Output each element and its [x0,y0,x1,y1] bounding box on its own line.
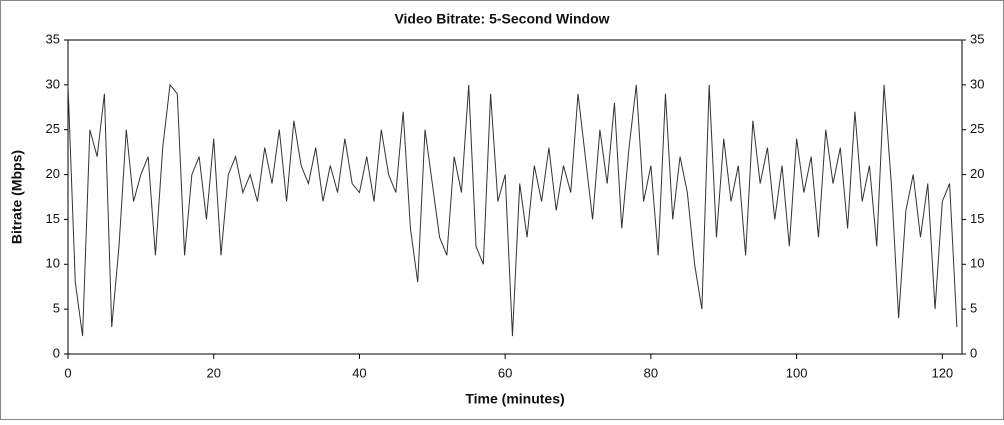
x-tick-label: 60 [498,365,512,380]
y-tick-label: 35 [46,31,60,46]
chart-title: Video Bitrate: 5-Second Window [394,11,609,27]
y-axis-label: Bitrate (Mbps) [9,150,25,244]
y2-tick-label: 5 [970,301,977,316]
y-tick-label: 30 [46,76,60,91]
y-tick-label: 10 [46,256,60,271]
y2-tick-label: 15 [970,211,984,226]
y2-tick-label: 0 [970,345,977,360]
y-tick-label: 20 [46,166,60,181]
y2-tick-label: 30 [970,76,984,91]
x-tick-label: 40 [352,365,366,380]
y-tick-label: 5 [53,301,60,316]
y2-tick-label: 35 [970,31,984,46]
x-tick-label: 0 [64,365,71,380]
plot-area [67,39,963,355]
bitrate-line [67,83,958,337]
y2-tick-label: 10 [970,256,984,271]
y-tick-label: 25 [46,121,60,136]
x-axis-label: Time (minutes) [465,391,564,407]
x-tick-label: 80 [644,365,658,380]
y-tick-label: 15 [46,211,60,226]
x-tick-label: 100 [786,365,808,380]
y2-tick-label: 25 [970,121,984,136]
x-tick-label: 20 [206,365,220,380]
y2-tick-label: 20 [970,166,984,181]
x-tick-label: 120 [931,365,953,380]
y-tick-label: 0 [53,345,60,360]
